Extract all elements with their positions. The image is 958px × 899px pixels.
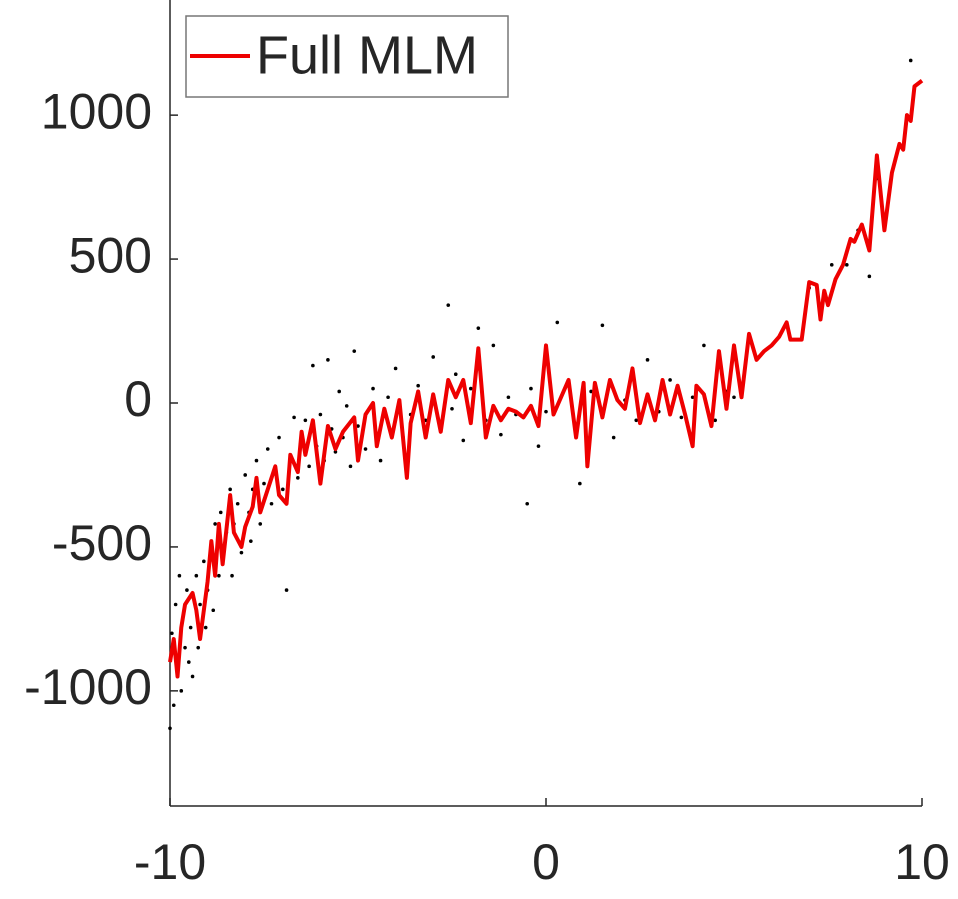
- data-point: [194, 573, 199, 578]
- data-point: [326, 358, 330, 362]
- data-point: [177, 573, 182, 578]
- data-point: [600, 323, 605, 328]
- data-point: [356, 424, 360, 428]
- y-tick-label: -500: [52, 515, 152, 571]
- data-point: [211, 608, 216, 613]
- data-point: [187, 660, 191, 664]
- y-tick-label: 1000: [41, 83, 152, 139]
- data-point: [679, 415, 684, 420]
- data-point: [213, 522, 217, 526]
- data-point: [371, 386, 375, 391]
- data-point: [318, 412, 323, 417]
- data-point: [393, 366, 398, 371]
- data-point: [333, 450, 338, 454]
- data-point: [258, 522, 263, 526]
- data-point: [269, 501, 274, 506]
- plot-area: [168, 58, 924, 731]
- data-point: [416, 383, 420, 388]
- y-tick-label: -1000: [24, 659, 152, 715]
- data-point: [690, 395, 695, 400]
- data-line: [168, 79, 924, 679]
- x-tick-label: 0: [532, 834, 560, 890]
- data-point: [281, 487, 285, 492]
- data-point: [337, 389, 342, 394]
- data-point: [713, 418, 717, 423]
- data-point: [555, 320, 560, 325]
- x-tick-label: 10: [894, 834, 950, 890]
- data-point: [230, 573, 234, 578]
- data-point: [461, 438, 466, 443]
- data-point: [378, 458, 383, 463]
- data-point: [203, 625, 208, 630]
- data-point: [450, 406, 454, 411]
- data-point: [829, 263, 834, 267]
- y-tick-label: 0: [124, 371, 152, 427]
- data-point: [529, 386, 533, 391]
- data-point: [217, 573, 221, 578]
- data-point: [732, 395, 736, 400]
- data-point: [352, 349, 357, 353]
- data-point: [228, 487, 232, 492]
- data-point: [173, 602, 178, 607]
- data-point: [218, 510, 223, 515]
- data-point: [196, 645, 200, 650]
- data-point: [254, 458, 259, 463]
- data-point: [446, 303, 451, 307]
- data-point: [190, 674, 195, 679]
- x-tick-label: -10: [134, 834, 206, 890]
- data-point: [307, 464, 311, 469]
- data-point: [536, 444, 541, 448]
- data-point: [453, 372, 458, 377]
- data-point: [431, 355, 436, 359]
- data-point: [908, 58, 913, 63]
- data-point: [202, 559, 206, 564]
- data-point: [198, 602, 202, 607]
- data-point: [168, 726, 172, 731]
- data-point: [303, 418, 308, 423]
- data-point: [183, 645, 187, 650]
- data-point: [311, 363, 315, 368]
- data-point: [243, 473, 247, 477]
- data-point: [239, 550, 244, 555]
- legend-label: Full MLM: [256, 25, 478, 85]
- data-point: [348, 464, 353, 469]
- data-point: [386, 395, 390, 400]
- data-point: [469, 386, 473, 391]
- data-point: [645, 358, 650, 362]
- data-point: [525, 501, 529, 506]
- data-point: [544, 409, 548, 414]
- y-tick-label: 500: [69, 227, 152, 283]
- data-point: [262, 481, 266, 486]
- data-point: [235, 501, 240, 506]
- data-point: [363, 447, 368, 451]
- data-point: [702, 343, 706, 348]
- data-point: [344, 404, 349, 408]
- data-point: [499, 432, 503, 437]
- data-point: [668, 378, 672, 382]
- data-point: [171, 703, 176, 708]
- data-point: [170, 631, 174, 636]
- data-point: [476, 326, 481, 330]
- data-point: [188, 625, 193, 630]
- data-point: [277, 435, 281, 440]
- data-point: [845, 263, 849, 267]
- data-point: [265, 447, 270, 451]
- data-point: [491, 343, 496, 348]
- data-point: [179, 689, 184, 693]
- data-point: [296, 476, 300, 480]
- data-point: [578, 481, 582, 486]
- data-point: [611, 435, 616, 440]
- data-point: [506, 395, 511, 400]
- data-point: [867, 274, 872, 279]
- data-point: [249, 539, 253, 543]
- data-point: [185, 588, 189, 592]
- data-point: [292, 415, 296, 420]
- data-point: [284, 588, 289, 592]
- legend: Full MLM: [185, 15, 509, 98]
- data-point: [634, 418, 639, 423]
